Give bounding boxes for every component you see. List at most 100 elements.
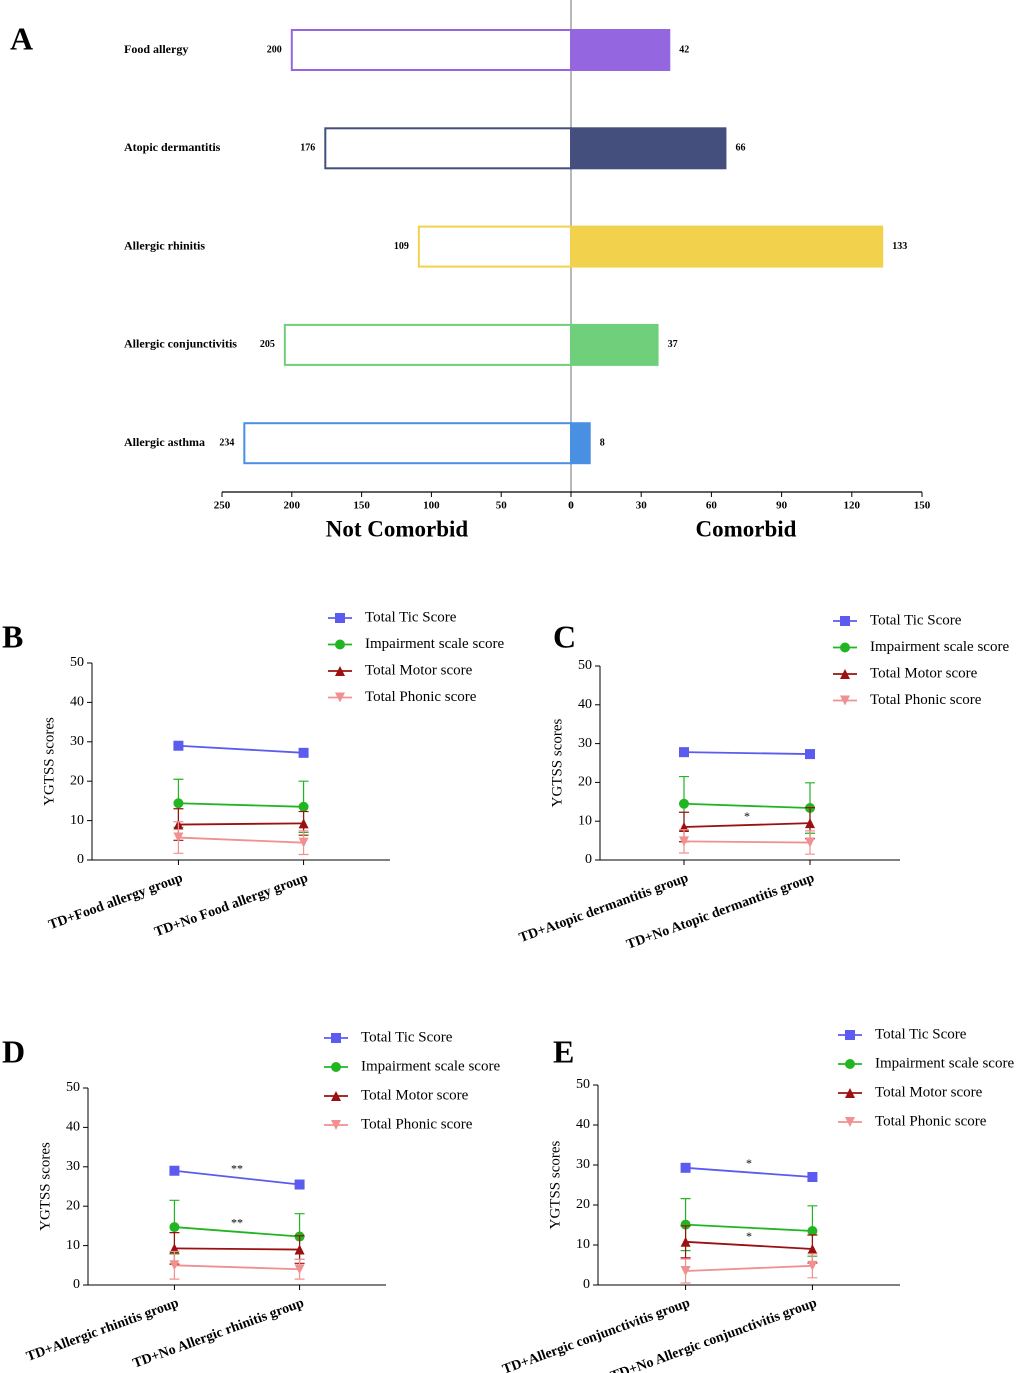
bar bbox=[243, 422, 572, 465]
bar bbox=[570, 127, 727, 170]
bar bbox=[324, 127, 572, 170]
data-point bbox=[679, 798, 689, 809]
data-point bbox=[680, 1236, 691, 1247]
data-point bbox=[680, 1219, 691, 1230]
data-point bbox=[807, 1244, 818, 1254]
value-label: 176 bbox=[300, 143, 315, 154]
data-point bbox=[169, 1260, 180, 1271]
legend-label: Total Tic Score bbox=[870, 612, 962, 628]
legend-marker bbox=[331, 1120, 341, 1130]
legend-label: Total Tic Score bbox=[875, 1026, 967, 1042]
bar bbox=[570, 323, 659, 366]
x2-tick-label: 90 bbox=[776, 500, 788, 512]
series-line bbox=[178, 744, 304, 754]
legend-marker bbox=[840, 695, 850, 706]
legend-label: Total Phonic score bbox=[875, 1113, 987, 1129]
data-point bbox=[680, 1266, 691, 1276]
series-line bbox=[174, 1247, 300, 1251]
legend-marker bbox=[845, 1030, 855, 1040]
data-point bbox=[807, 1172, 818, 1182]
series-line bbox=[174, 1264, 300, 1271]
significance-mark: * bbox=[746, 1156, 752, 1170]
x-tick-label: 50 bbox=[496, 500, 508, 512]
legend-marker bbox=[840, 642, 850, 653]
legend-marker bbox=[845, 1059, 855, 1069]
x2-tick-label: 120 bbox=[844, 500, 861, 512]
value-label: 200 bbox=[267, 44, 282, 55]
data-point bbox=[294, 1179, 305, 1190]
category-label: Allergic conjunctivitis bbox=[124, 337, 237, 351]
axis-title: Comorbid bbox=[696, 516, 797, 541]
panel-label: C bbox=[553, 618, 576, 654]
x-tick-label: 250 bbox=[214, 500, 231, 512]
y-axis-label: YGTSS scores bbox=[37, 1142, 53, 1231]
series-line bbox=[685, 1223, 813, 1232]
significance-mark: * bbox=[744, 809, 750, 823]
legend-marker bbox=[331, 1062, 341, 1072]
legend-marker bbox=[335, 692, 345, 703]
x-tick-label: 100 bbox=[423, 500, 440, 512]
y-tick-label: 0 bbox=[583, 1277, 590, 1292]
significance-mark: ** bbox=[231, 1161, 243, 1175]
y-axis-label: YGTSS scores bbox=[41, 717, 57, 806]
value-label: 133 bbox=[892, 241, 907, 252]
x-tick-label: 150 bbox=[353, 500, 370, 512]
series-line bbox=[178, 802, 304, 808]
series-line bbox=[178, 822, 304, 826]
value-label: 109 bbox=[394, 241, 409, 252]
value-label: 66 bbox=[735, 143, 745, 154]
series-line bbox=[683, 822, 811, 828]
y-tick-label: 40 bbox=[66, 1120, 80, 1135]
legend-marker bbox=[845, 1088, 855, 1098]
panel-label: B bbox=[2, 618, 23, 654]
series-line bbox=[685, 1264, 813, 1272]
legend-label: Total Phonic score bbox=[870, 692, 982, 708]
data-point bbox=[169, 1165, 180, 1176]
axis-title: Not Comorbid bbox=[326, 516, 469, 541]
series-line bbox=[683, 802, 811, 809]
bar bbox=[283, 323, 572, 366]
data-point bbox=[807, 1226, 818, 1236]
legend-marker bbox=[840, 616, 850, 626]
y-tick-label: 30 bbox=[578, 736, 592, 751]
series-line bbox=[685, 1166, 813, 1178]
data-point bbox=[294, 1264, 305, 1275]
bar bbox=[570, 422, 591, 465]
y-tick-label: 20 bbox=[576, 1197, 590, 1212]
y-tick-label: 10 bbox=[578, 813, 592, 828]
legend-marker bbox=[335, 613, 345, 623]
bar bbox=[570, 29, 671, 71]
category-label: Allergic rhinitis bbox=[124, 238, 205, 252]
bar bbox=[417, 225, 572, 268]
category-label: Atopic dermantitis bbox=[124, 140, 221, 154]
legend-label: Total Motor score bbox=[875, 1084, 983, 1100]
y-tick-label: 30 bbox=[66, 1159, 80, 1174]
legend-marker bbox=[331, 1033, 341, 1043]
legend-label: Impairment scale score bbox=[870, 639, 1009, 655]
y-tick-label: 20 bbox=[66, 1198, 80, 1213]
data-point bbox=[298, 837, 309, 848]
x2-tick-label: 150 bbox=[914, 500, 931, 512]
legend-label: Total Motor score bbox=[361, 1087, 469, 1103]
x2-tick-label: 60 bbox=[706, 500, 718, 512]
panel-label: D bbox=[2, 1033, 25, 1069]
y-tick-label: 50 bbox=[70, 655, 84, 670]
y-tick-label: 40 bbox=[576, 1117, 590, 1132]
data-point bbox=[679, 836, 689, 847]
legend-marker bbox=[840, 669, 850, 679]
panel-label: E bbox=[553, 1033, 574, 1069]
category-label: Food allergy bbox=[124, 42, 188, 56]
y-tick-label: 30 bbox=[70, 734, 84, 749]
series-line bbox=[178, 836, 304, 844]
y-tick-label: 0 bbox=[73, 1277, 80, 1292]
significance-mark: * bbox=[746, 1229, 752, 1243]
data-point bbox=[805, 837, 815, 848]
legend-label: Impairment scale score bbox=[365, 636, 504, 652]
legend-label: Total Motor score bbox=[870, 665, 978, 681]
category-label: Allergic asthma bbox=[124, 435, 205, 449]
y-tick-label: 10 bbox=[66, 1238, 80, 1253]
legend-label: Total Motor score bbox=[365, 662, 473, 678]
data-point bbox=[294, 1244, 305, 1255]
y-tick-label: 50 bbox=[66, 1080, 80, 1095]
